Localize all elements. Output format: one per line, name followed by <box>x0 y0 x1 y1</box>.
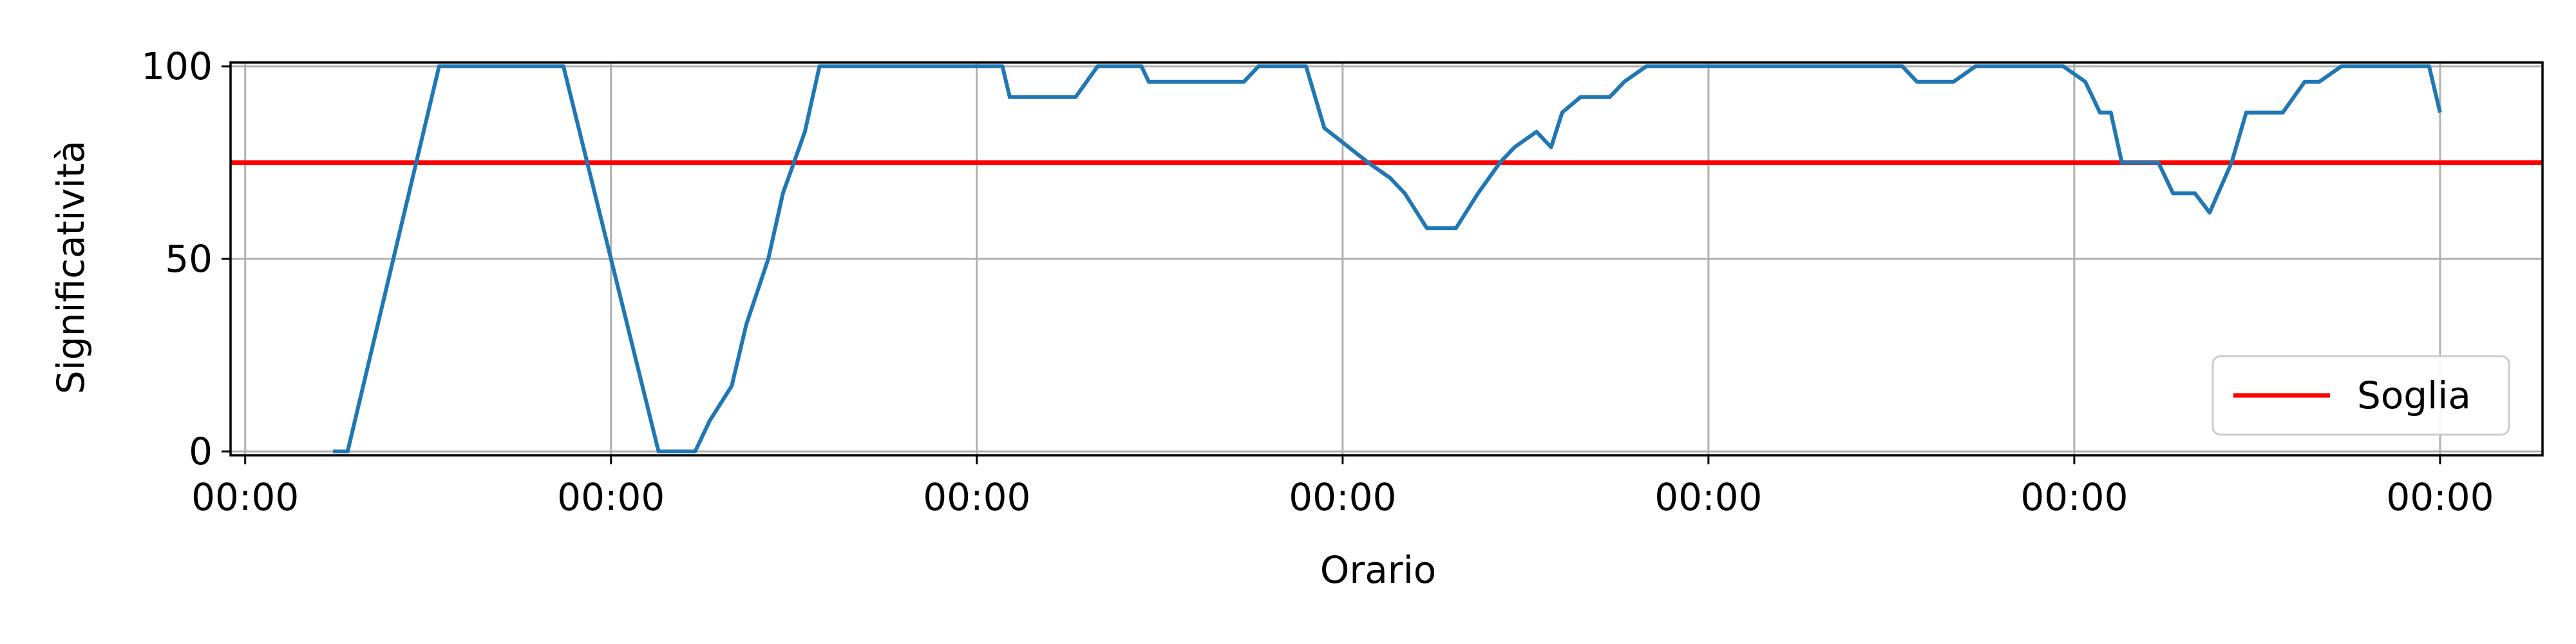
x-tick-label: 00:00 <box>1289 475 1396 519</box>
y-tick-label: 50 <box>165 237 213 281</box>
x-tick-label: 00:00 <box>2386 475 2494 519</box>
x-tick-label: 00:00 <box>923 475 1030 519</box>
legend-box <box>2211 355 2510 436</box>
x-axis-label: Orario <box>1320 548 1437 592</box>
x-tick-label: 00:00 <box>2020 475 2128 519</box>
x-tick-label: 00:00 <box>557 475 665 519</box>
x-tick-label: 00:00 <box>1654 475 1762 519</box>
y-axis-label: Significatività <box>49 140 93 394</box>
y-tick-label: 0 <box>189 430 213 473</box>
legend: Soglia <box>2211 355 2510 436</box>
x-tick-label: 00:00 <box>191 475 299 519</box>
series-line-0 <box>333 64 2442 453</box>
y-tick-label: 100 <box>141 44 213 88</box>
grid <box>231 62 2543 455</box>
series-layer <box>333 64 2442 453</box>
legend-label-soglia: Soglia <box>2357 374 2471 417</box>
ticks: 00:00 00:00 00:00 00:00 00:00 00:00 00:0005010… <box>141 44 2494 519</box>
